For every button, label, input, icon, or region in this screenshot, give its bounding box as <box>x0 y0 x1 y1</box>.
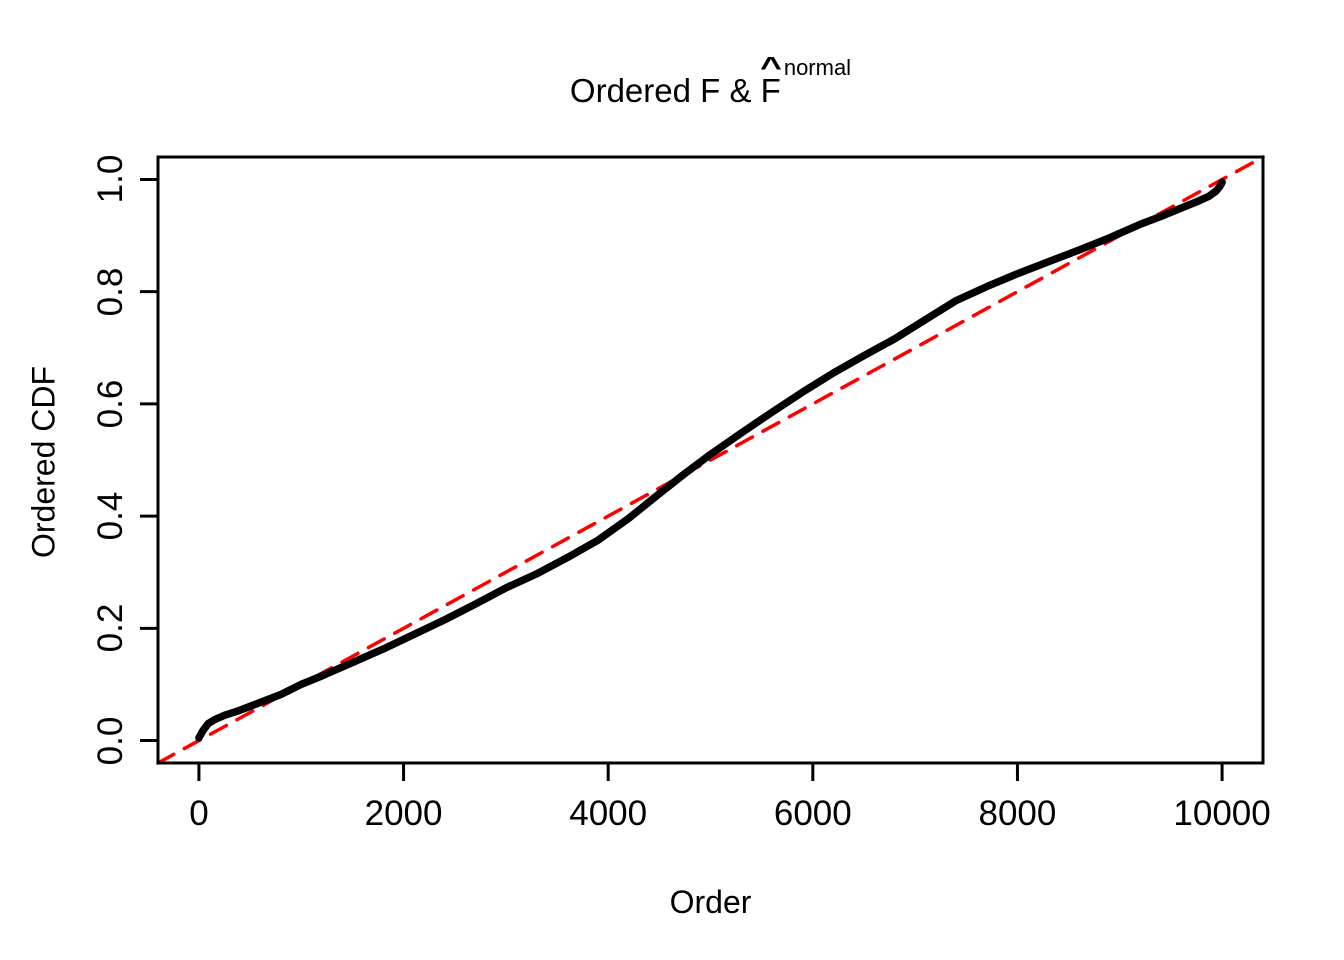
y-tick-label: 0.2 <box>91 604 130 653</box>
y-tick-label: 0.4 <box>91 491 130 541</box>
x-tick-label: 0 <box>189 794 209 833</box>
chart-title-f: F <box>760 72 781 109</box>
x-tick-label: 8000 <box>978 794 1057 833</box>
y-tick-label: 0.0 <box>91 716 130 765</box>
y-axis-label: Ordered CDF <box>25 365 62 559</box>
y-tick-label: 0.6 <box>91 379 130 429</box>
cdf-curve <box>195 178 1226 742</box>
y-tick-label: 0.8 <box>91 267 130 316</box>
x-tick-label: 4000 <box>569 794 648 833</box>
hat-accent-icon: ^ <box>759 51 782 84</box>
chart-title-fhat: F ^ <box>760 52 782 110</box>
x-tick-label: 2000 <box>364 794 443 833</box>
reference-line <box>156 155 1265 765</box>
chart-title: Ordered F & F ^ normal <box>158 52 1263 110</box>
y-tick-label: 1.0 <box>91 155 130 204</box>
plot-box <box>156 155 1265 765</box>
x-tick-label: 10000 <box>1173 794 1271 833</box>
x-tick-label: 6000 <box>773 794 852 833</box>
chart-title-main: Ordered F & <box>569 72 761 109</box>
chart-title-superscript: normal <box>783 55 852 80</box>
x-axis-label: Order <box>669 884 752 920</box>
